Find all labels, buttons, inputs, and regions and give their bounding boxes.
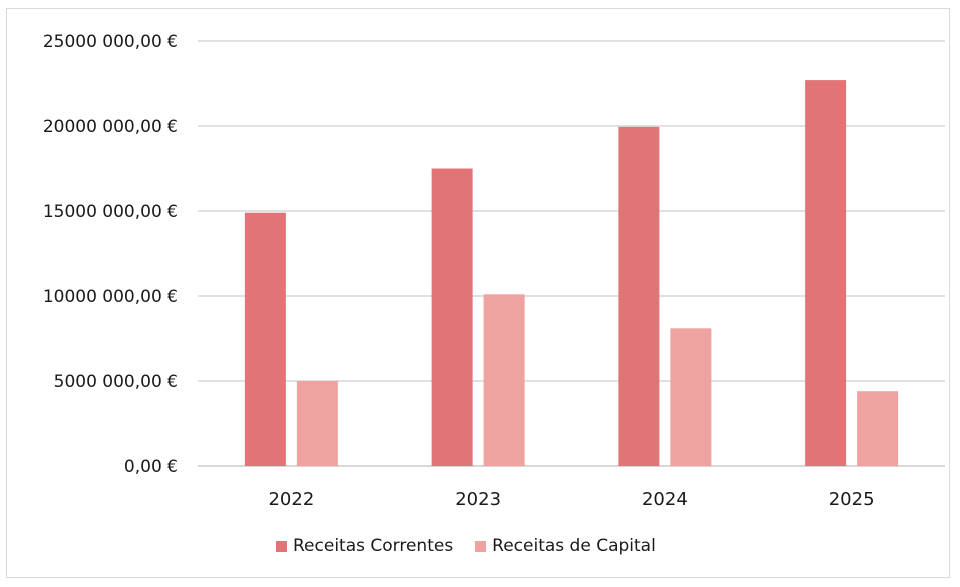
x-tick-label: 2022 bbox=[268, 489, 314, 510]
legend-label-series-2: Receitas de Capital bbox=[492, 536, 656, 556]
x-tick-label: 2024 bbox=[642, 489, 688, 510]
y-tick-label: 0,00 € bbox=[124, 457, 178, 477]
y-tick-label: 10000 000,00 € bbox=[43, 287, 178, 307]
legend: Receitas Correntes Receitas de Capital bbox=[276, 536, 656, 556]
y-tick-label: 20000 000,00 € bbox=[43, 117, 178, 137]
y-tick-label: 25000 000,00 € bbox=[43, 32, 178, 52]
bar-series-1-2023 bbox=[431, 168, 473, 466]
bar-series-2-2024 bbox=[670, 328, 712, 466]
x-tick-label: 2023 bbox=[455, 489, 501, 510]
legend-label-series-1: Receitas Correntes bbox=[293, 536, 454, 556]
bar-series-2-2022 bbox=[296, 381, 338, 466]
y-tick-label: 5000 000,00 € bbox=[54, 372, 178, 392]
legend-swatch-series-2 bbox=[475, 540, 487, 552]
bar-series-2-2025 bbox=[857, 391, 899, 466]
bar-series-1-2022 bbox=[244, 212, 286, 466]
legend-item-series-2: Receitas de Capital bbox=[475, 536, 656, 556]
bar-series-1-2024 bbox=[618, 126, 660, 466]
legend-swatch-series-1 bbox=[276, 540, 287, 552]
bar-series-2-2023 bbox=[483, 294, 525, 466]
y-tick-label: 15000 000,00 € bbox=[43, 202, 178, 222]
legend-item-series-1: Receitas Correntes bbox=[276, 536, 453, 556]
x-tick-label: 2025 bbox=[829, 489, 875, 510]
bar-series-1-2025 bbox=[805, 80, 847, 466]
chart-frame bbox=[6, 8, 950, 578]
